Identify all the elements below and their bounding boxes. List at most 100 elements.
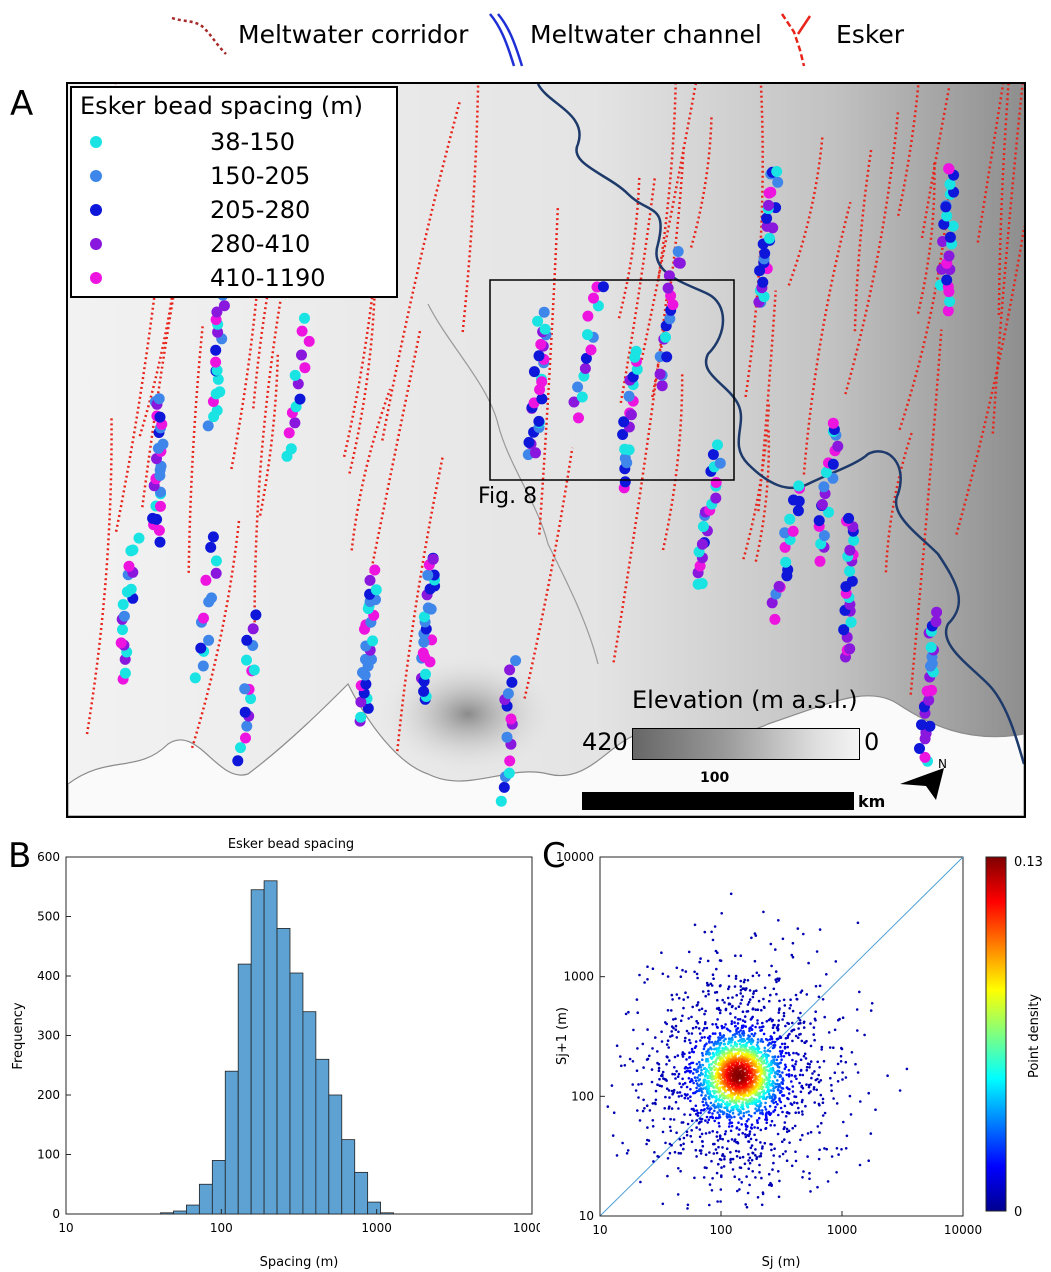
scatter-point — [751, 974, 755, 978]
scatter-point — [716, 951, 719, 954]
scatter-point — [694, 1079, 698, 1082]
scatter-point — [679, 1019, 683, 1022]
scatter-point — [799, 1069, 803, 1072]
scatter-point — [716, 1018, 719, 1021]
scatter-point — [777, 1055, 780, 1058]
bead-point — [535, 338, 547, 350]
scatter-point — [685, 1133, 689, 1137]
bead-point — [296, 325, 308, 337]
scatter-point — [820, 1045, 824, 1049]
colorbar-min-label: 0 — [1014, 1205, 1022, 1220]
scatter-point — [706, 959, 710, 963]
scatter-point — [730, 1124, 734, 1128]
scatter-point — [725, 1112, 729, 1116]
scatter-point — [750, 1051, 753, 1054]
meltwater-channel-boundary — [536, 84, 1024, 765]
scatter-point — [640, 1082, 643, 1086]
scatter-point — [635, 998, 639, 1001]
scatter-point — [748, 1040, 751, 1043]
bead-point — [779, 541, 791, 553]
scatter-point — [769, 993, 772, 997]
scatter-point — [823, 1111, 827, 1115]
scatter-point — [757, 999, 761, 1003]
scatter-point — [778, 1155, 781, 1158]
scatter-point — [730, 1040, 733, 1044]
scatter-point — [673, 1055, 677, 1059]
scatter-point — [756, 1055, 759, 1058]
scatter-point — [787, 1092, 791, 1095]
scatter-point — [764, 1126, 768, 1130]
bead-point — [355, 696, 367, 708]
scatter-point — [748, 1071, 751, 1074]
scatter-point — [741, 1010, 745, 1013]
scatter-point — [739, 1055, 743, 1059]
bead-point — [218, 300, 230, 312]
scatter-point — [681, 968, 684, 972]
scatter-point — [715, 1042, 718, 1046]
scatter-point — [684, 970, 688, 973]
scatter-point — [791, 1085, 795, 1088]
scatter-point — [695, 1086, 698, 1090]
scatter-point — [734, 977, 738, 980]
bead-point — [211, 405, 223, 416]
meltwater-corridor-symbol — [171, 16, 227, 55]
bead-point — [625, 409, 637, 421]
scatter-point — [749, 1146, 753, 1150]
scatter-point — [717, 1063, 721, 1067]
scatter-point — [817, 1157, 821, 1161]
legend-item-label: 38-150 — [210, 128, 296, 156]
scatter-point — [807, 1085, 811, 1089]
scatter-point — [715, 1135, 719, 1138]
scatter-point — [800, 1039, 804, 1043]
scatter-point — [689, 1099, 692, 1103]
scatter-point — [685, 1029, 689, 1033]
scatter-point — [628, 1057, 632, 1061]
scatter-point — [807, 1083, 811, 1087]
scatter-point — [764, 1037, 768, 1041]
bead-point — [696, 538, 708, 550]
scatter-point — [747, 1153, 750, 1156]
scatter-point — [761, 1062, 765, 1065]
y-tick-label: 10000 — [556, 850, 594, 864]
scatter-point — [776, 1072, 780, 1076]
scatter-point — [711, 1177, 714, 1180]
scatter-point — [794, 1150, 797, 1153]
scatter-point — [724, 1037, 727, 1041]
scatter-point — [783, 1047, 787, 1050]
scatter-point — [783, 1004, 787, 1007]
scatter-point — [675, 1036, 679, 1039]
scatter-point — [855, 1008, 859, 1011]
x-tick-label: 10 — [58, 1221, 73, 1235]
scatter-point — [738, 1188, 741, 1191]
scatter-point — [814, 1010, 817, 1013]
scatter-point — [765, 1121, 768, 1124]
scatter-point — [802, 1021, 806, 1025]
scatter-point — [770, 964, 773, 968]
scatter-point — [667, 1089, 671, 1092]
north-label: N — [938, 757, 947, 771]
scatter-point — [759, 1152, 763, 1155]
bead-point — [206, 592, 217, 604]
scatter-point — [760, 1203, 764, 1207]
scatter-point — [745, 1175, 748, 1178]
scatter-point — [771, 1098, 775, 1101]
scatter-point — [738, 1178, 741, 1181]
scatter-point — [835, 1171, 838, 1174]
scatter-point — [748, 989, 752, 992]
scatter-point — [615, 1044, 619, 1047]
scatter-point — [832, 1097, 835, 1100]
histogram-ylabel: Frequency — [11, 1002, 26, 1069]
scatter-point — [673, 1066, 676, 1069]
scatter-point — [807, 961, 810, 965]
esker-line — [757, 290, 777, 512]
scatter-point — [761, 1053, 765, 1057]
scatter-point — [681, 1077, 684, 1081]
scatter-point — [734, 974, 738, 978]
meltwater-corridor-label: Meltwater corridor — [238, 20, 469, 49]
scatter-point — [772, 1101, 775, 1105]
scatter-point — [798, 1033, 801, 1036]
bead-point — [784, 513, 796, 525]
bead-point — [239, 706, 251, 718]
scatter-point — [744, 1135, 748, 1139]
bead-point — [214, 386, 226, 398]
